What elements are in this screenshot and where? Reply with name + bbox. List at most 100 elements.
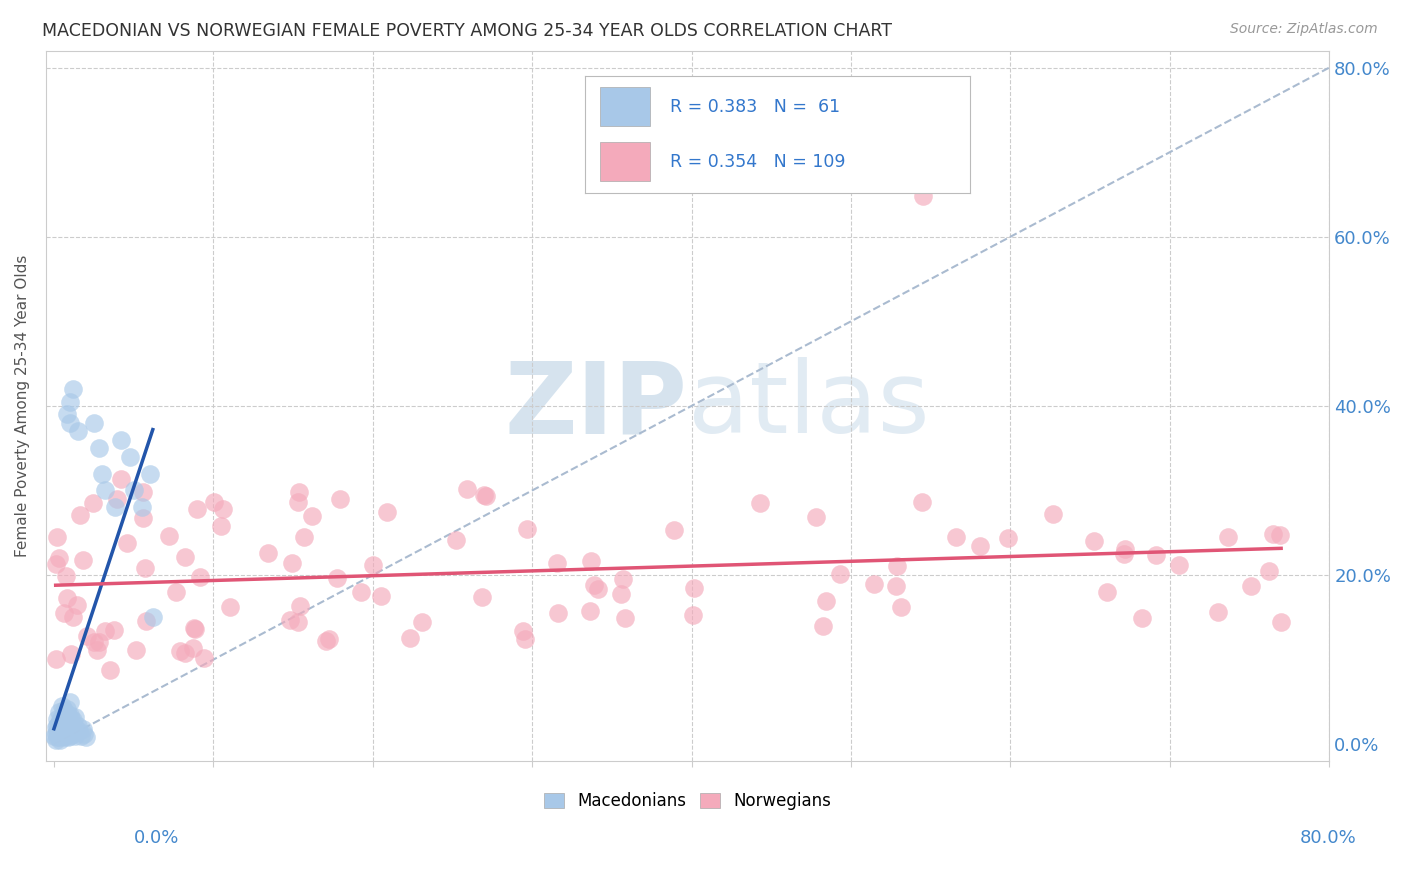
Point [142, 610, 165, 624]
Point [94, 624, 117, 638]
Point [1240, 579, 1263, 593]
Point [1083, 534, 1105, 549]
Point [157, 529, 180, 543]
Point [46, 731, 69, 745]
Point [53, 606, 76, 620]
Point [72, 553, 94, 567]
Point [120, 450, 142, 464]
Point [165, 585, 187, 599]
Point [828, 567, 851, 582]
Text: 0.0%: 0.0% [134, 829, 179, 847]
Point [361, 558, 384, 573]
Point [115, 535, 138, 549]
Point [63, 729, 86, 743]
Point [411, 615, 433, 630]
Point [281, 556, 304, 570]
Point [1042, 507, 1064, 521]
Point [863, 577, 886, 591]
Point [52, 703, 75, 717]
Point [53, 705, 76, 719]
Point [212, 502, 235, 516]
Point [52, 724, 75, 739]
Point [48, 722, 70, 736]
Point [55, 568, 77, 582]
Point [1095, 584, 1118, 599]
Point [59, 394, 82, 409]
Point [547, 607, 569, 621]
Point [1114, 541, 1136, 556]
Point [287, 494, 309, 508]
Point [60, 724, 83, 739]
Point [59, 718, 82, 732]
Point [53, 729, 76, 743]
Point [1144, 548, 1167, 562]
Point [475, 489, 498, 503]
Point [1130, 611, 1153, 625]
Point [45, 727, 67, 741]
Point [51, 699, 73, 714]
Point [614, 611, 637, 625]
Point [46, 530, 69, 544]
Point [58, 707, 80, 722]
Point [103, 623, 125, 637]
Point [110, 433, 132, 447]
Point [87, 441, 110, 455]
Point [132, 485, 155, 500]
Point [105, 491, 128, 506]
Point [90, 467, 112, 481]
Point [48, 716, 70, 731]
Point [66, 424, 89, 438]
Point [98, 663, 121, 677]
Point [42, 729, 65, 743]
Point [910, 495, 932, 509]
Point [82, 495, 104, 509]
Point [278, 613, 301, 627]
Point [292, 530, 315, 544]
Point [326, 571, 349, 585]
Point [110, 472, 132, 486]
Point [173, 646, 195, 660]
Point [1168, 558, 1191, 572]
Point [377, 505, 399, 519]
Point [55, 727, 77, 741]
Point [62, 610, 84, 624]
Point [890, 600, 912, 615]
Point [329, 492, 352, 507]
Point [122, 483, 145, 498]
Point [45, 733, 67, 747]
Point [48, 731, 70, 745]
Point [749, 496, 772, 510]
Point [83, 635, 105, 649]
Point [53, 718, 76, 732]
Point [45, 557, 67, 571]
Point [46, 712, 69, 726]
Point [315, 634, 337, 648]
Point [471, 590, 494, 604]
Point [969, 539, 991, 553]
Point [48, 551, 70, 566]
Point [287, 615, 309, 630]
Point [169, 644, 191, 658]
Point [1257, 564, 1279, 578]
Point [55, 408, 77, 422]
Point [56, 591, 79, 605]
Point [583, 578, 606, 592]
Point [886, 559, 908, 574]
Point [218, 600, 240, 615]
Point [662, 524, 685, 538]
Point [72, 722, 94, 736]
Point [202, 495, 225, 509]
Point [73, 727, 96, 741]
Point [59, 729, 82, 743]
Point [804, 509, 827, 524]
Point [83, 416, 105, 430]
Point [683, 581, 706, 595]
Point [516, 522, 538, 536]
Point [612, 572, 634, 586]
Point [186, 502, 208, 516]
Point [132, 510, 155, 524]
Point [1261, 526, 1284, 541]
Point [288, 599, 311, 613]
Text: Source: ZipAtlas.com: Source: ZipAtlas.com [1230, 22, 1378, 37]
Point [59, 695, 82, 709]
